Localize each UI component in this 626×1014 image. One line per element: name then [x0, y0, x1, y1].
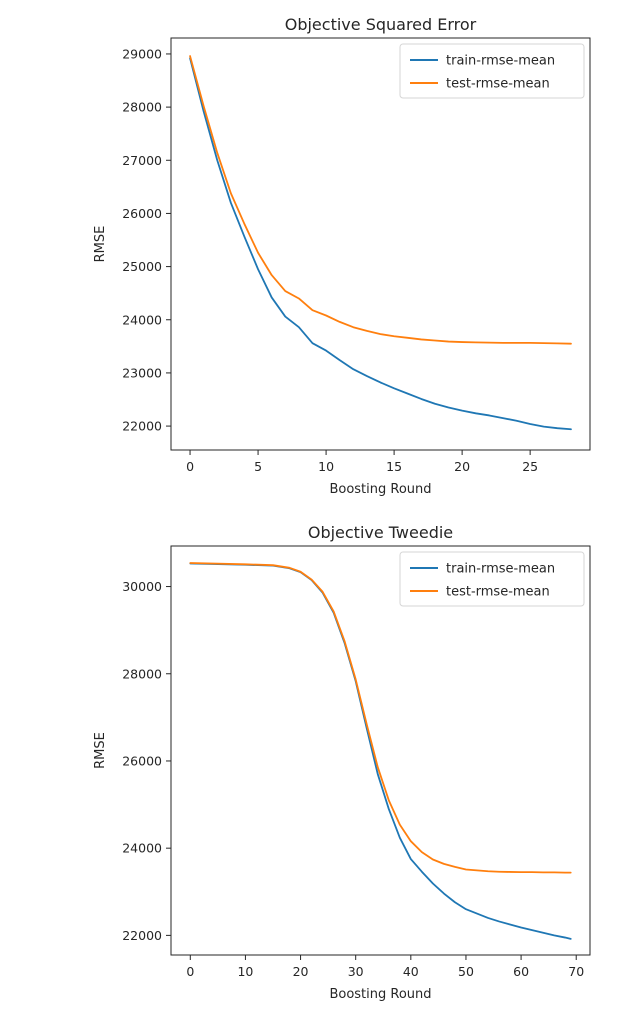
x-tick-label: 20	[293, 964, 309, 979]
y-tick-label: 25000	[122, 259, 162, 274]
legend-label-test: test-rmse-mean	[446, 585, 550, 600]
y-tick-label: 24000	[122, 312, 162, 327]
x-tick-label: 10	[318, 459, 334, 474]
x-tick-label: 30	[348, 964, 364, 979]
legend: train-rmse-mean test-rmse-mean	[399, 551, 585, 607]
series-line-test	[189, 55, 572, 345]
legend: train-rmse-mean test-rmse-mean	[399, 43, 585, 99]
y-tick-label: 22000	[122, 928, 162, 943]
legend-box	[399, 43, 585, 99]
x-tick-label: 5	[254, 459, 262, 474]
x-tick-label: 60	[513, 964, 529, 979]
legend-label-test: test-rmse-mean	[446, 77, 550, 92]
x-axis-label: Boosting Round	[329, 987, 431, 1002]
y-tick-label: 24000	[122, 841, 162, 856]
chart-title: Objective Squared Error	[285, 15, 477, 34]
x-tick-label: 0	[186, 964, 194, 979]
x-tick-label: 20	[454, 459, 470, 474]
y-tick-label: 30000	[122, 579, 162, 594]
x-axis-ticks: 0 10 20 30 40 50 60 70	[186, 955, 584, 979]
y-tick-label: 29000	[122, 46, 162, 61]
y-tick-label: 26000	[122, 206, 162, 221]
y-tick-label: 28000	[122, 100, 162, 115]
y-tick-label: 22000	[122, 419, 162, 434]
x-tick-label: 70	[568, 964, 584, 979]
chart-squared-error: Objective Squared Error 0 5 10 15 20 25 22000…	[93, 15, 591, 497]
chart-tweedie: Objective Tweedie 0 10 20 30 40 50 60 70 220002…	[93, 523, 591, 1002]
legend-box	[399, 551, 585, 607]
y-axis-ticks: 22000 24000 26000 28000 30000	[122, 579, 171, 943]
x-axis-label: Boosting Round	[329, 482, 431, 497]
chart-title: Objective Tweedie	[308, 523, 453, 542]
series-line-test	[189, 562, 572, 874]
y-axis-label: RMSE	[93, 732, 108, 769]
series-line-train	[189, 57, 572, 431]
y-axis-label: RMSE	[93, 226, 108, 263]
x-tick-label: 15	[386, 459, 402, 474]
y-tick-label: 27000	[122, 153, 162, 168]
plot-area-frame	[170, 545, 591, 956]
legend-label-train: train-rmse-mean	[446, 54, 555, 69]
x-axis-ticks: 0 5 10 15 20 25	[186, 450, 538, 474]
x-tick-label: 10	[237, 964, 253, 979]
x-tick-label: 40	[403, 964, 419, 979]
series-lines	[189, 55, 572, 431]
y-tick-label: 28000	[122, 666, 162, 681]
plot-area-frame	[170, 37, 591, 451]
x-tick-label: 50	[458, 964, 474, 979]
y-axis-ticks: 22000 23000 24000 25000 26000 27000 28000 29000	[122, 46, 171, 434]
x-tick-label: 25	[522, 459, 538, 474]
y-tick-label: 26000	[122, 753, 162, 768]
y-tick-label: 23000	[122, 365, 162, 380]
x-tick-label: 0	[186, 459, 194, 474]
series-lines	[189, 562, 572, 940]
legend-label-train: train-rmse-mean	[446, 562, 555, 577]
